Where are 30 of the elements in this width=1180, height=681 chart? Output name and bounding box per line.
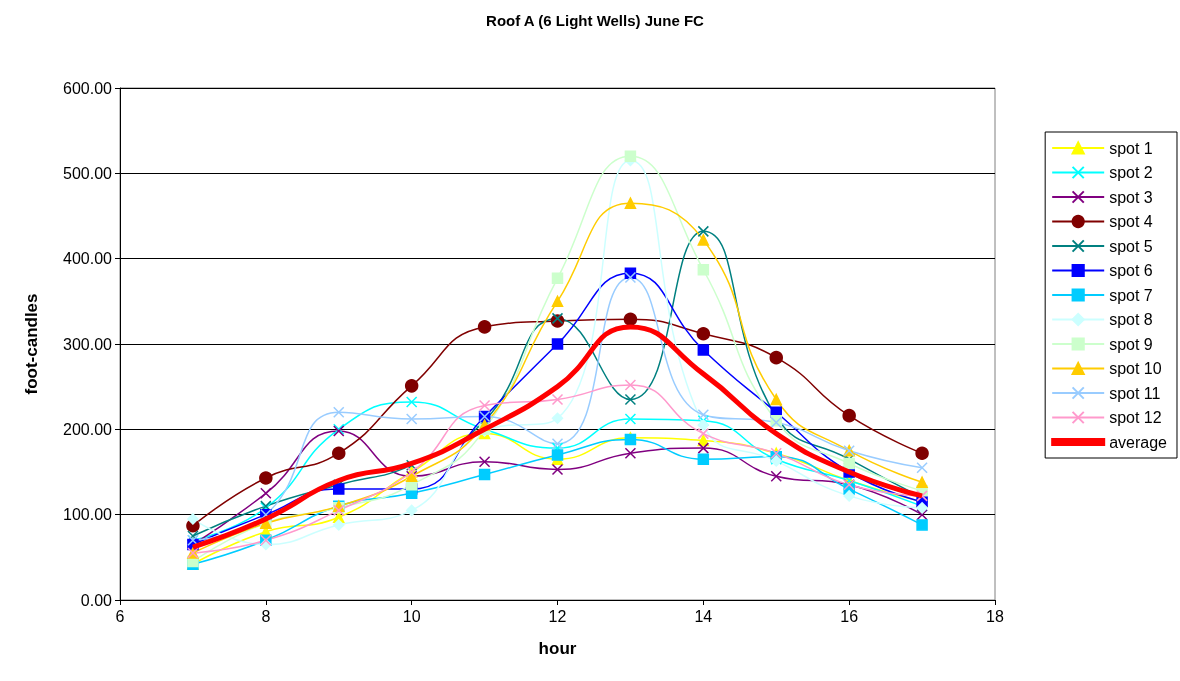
y-axis-title: foot-candles bbox=[22, 293, 41, 395]
legend-label: spot 1 bbox=[1109, 139, 1153, 157]
y-tick-label: 400.00 bbox=[63, 250, 113, 268]
y-tick-label: 500.00 bbox=[63, 164, 113, 182]
legend-label: spot 9 bbox=[1109, 335, 1153, 353]
legend-label: spot 12 bbox=[1109, 409, 1162, 426]
chart-title: Roof A (6 Light Wells) June FC bbox=[486, 12, 705, 29]
y-tick-label: 100.00 bbox=[63, 506, 113, 524]
y-tick-label: 200.00 bbox=[63, 420, 113, 438]
x-tick-label: 14 bbox=[694, 607, 713, 625]
legend-label: spot 5 bbox=[1109, 237, 1153, 255]
x-tick-label: 12 bbox=[548, 607, 567, 625]
x-tick-label: 6 bbox=[115, 607, 125, 625]
y-tick-label: 0.00 bbox=[80, 591, 113, 609]
legend-label: spot 8 bbox=[1109, 311, 1153, 328]
x-axis-title: hour bbox=[538, 639, 577, 658]
legend-label: spot 4 bbox=[1109, 213, 1153, 230]
x-tick-label: 16 bbox=[840, 607, 859, 625]
y-tick-label: 300.00 bbox=[63, 335, 113, 353]
y-tick-label: 600.00 bbox=[63, 79, 113, 97]
legend-label: average bbox=[1109, 433, 1168, 451]
x-tick-label: 18 bbox=[986, 607, 1004, 625]
legend-label: spot 3 bbox=[1109, 188, 1153, 206]
legend-label: spot 6 bbox=[1109, 262, 1153, 279]
x-tick-label: 8 bbox=[261, 607, 271, 625]
x-tick-label: 10 bbox=[402, 607, 421, 625]
legend-label: spot 10 bbox=[1109, 360, 1162, 377]
legend-label: spot 2 bbox=[1109, 164, 1153, 181]
legend-label: spot 7 bbox=[1109, 286, 1153, 304]
legend-label: spot 11 bbox=[1109, 384, 1161, 402]
